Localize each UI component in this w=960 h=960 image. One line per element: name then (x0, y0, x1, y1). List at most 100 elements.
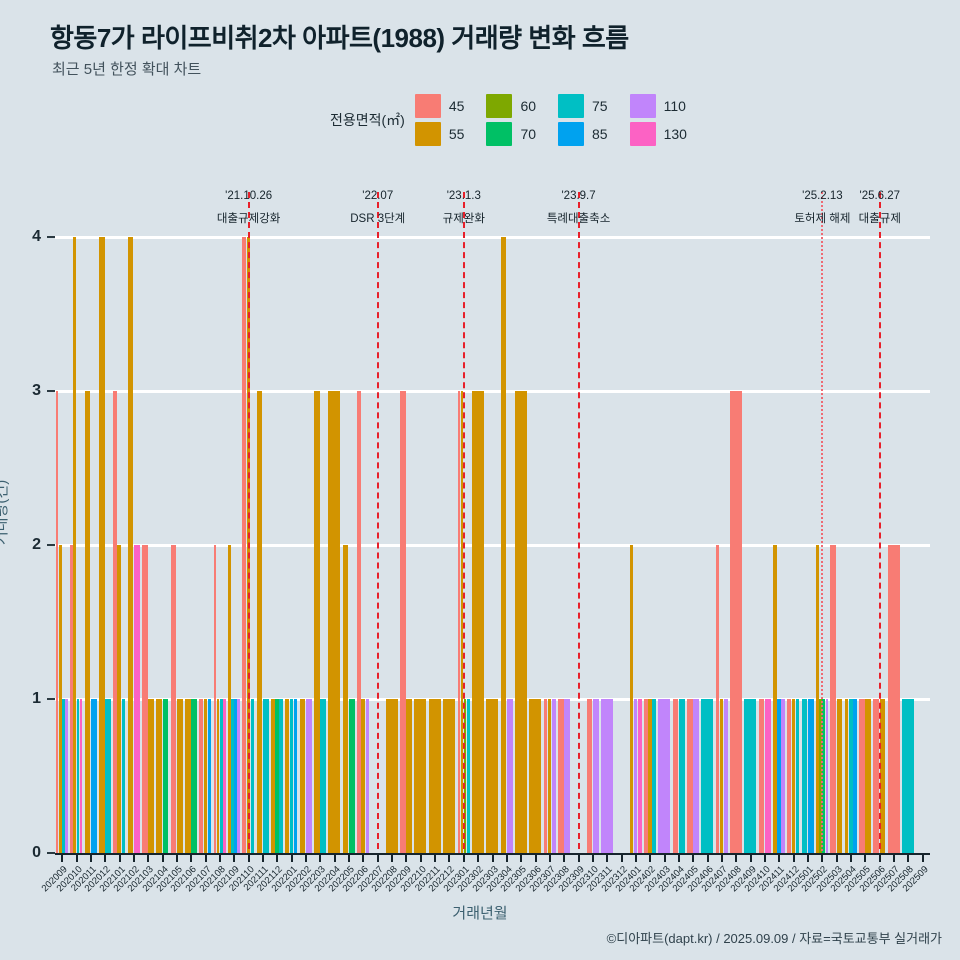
chart-bar[interactable] (443, 699, 456, 853)
legend-item[interactable]: 60 (486, 94, 536, 118)
legend-item[interactable]: 130 (629, 122, 687, 146)
chart-bar[interactable] (90, 699, 97, 853)
chart-bar[interactable] (113, 391, 117, 853)
chart-bar[interactable] (865, 699, 872, 853)
chart-bar[interactable] (887, 545, 900, 853)
chart-bar[interactable] (306, 699, 312, 853)
chart-bar[interactable] (648, 699, 652, 853)
chart-bar[interactable] (285, 699, 289, 853)
chart-bar[interactable] (279, 699, 284, 853)
chart-bar[interactable] (256, 391, 263, 853)
chart-bar[interactable] (117, 545, 122, 853)
chart-bar[interactable] (514, 391, 527, 853)
chart-bar[interactable] (600, 699, 613, 853)
chart-bar[interactable] (529, 699, 542, 853)
chart-bar[interactable] (262, 699, 269, 853)
chart-bar[interactable] (719, 699, 724, 853)
chart-bar[interactable] (486, 699, 499, 853)
legend-item[interactable]: 110 (629, 94, 687, 118)
chart-bar[interactable] (55, 391, 59, 853)
chart-bar[interactable] (289, 699, 294, 853)
chart-bar[interactable] (730, 391, 743, 853)
chart-bar[interactable] (223, 699, 226, 853)
chart-bar[interactable] (406, 699, 413, 853)
chart-bar[interactable] (564, 699, 570, 853)
chart-bar[interactable] (506, 699, 513, 853)
chart-bar[interactable] (219, 699, 223, 853)
chart-bar[interactable] (428, 699, 441, 853)
chart-bar[interactable] (816, 545, 819, 853)
chart-bar[interactable] (234, 699, 237, 853)
chart-bar[interactable] (672, 699, 679, 853)
chart-bar[interactable] (184, 699, 191, 853)
chart-bar[interactable] (59, 545, 62, 853)
chart-bar[interactable] (328, 391, 341, 853)
chart-bar[interactable] (724, 699, 728, 853)
chart-bar[interactable] (787, 699, 791, 853)
chart-bar[interactable] (361, 699, 365, 853)
chart-bar[interactable] (693, 699, 700, 853)
chart-bar[interactable] (791, 699, 796, 853)
chart-bar[interactable] (314, 391, 320, 853)
chart-bar[interactable] (859, 699, 865, 853)
chart-bar[interactable] (293, 699, 298, 853)
chart-bar[interactable] (70, 545, 73, 853)
chart-bar[interactable] (758, 699, 765, 853)
chart-bar[interactable] (466, 699, 470, 853)
chart-bar[interactable] (385, 699, 398, 853)
chart-bar[interactable] (76, 699, 80, 853)
chart-bar[interactable] (658, 699, 671, 853)
chart-bar[interactable] (156, 699, 162, 853)
chart-bar[interactable] (342, 545, 349, 853)
chart-bar[interactable] (148, 699, 154, 853)
chart-bar[interactable] (715, 545, 720, 853)
chart-bar[interactable] (65, 699, 68, 853)
chart-bar[interactable] (873, 699, 880, 853)
chart-bar[interactable] (629, 545, 634, 853)
chart-bar[interactable] (836, 699, 843, 853)
chart-bar[interactable] (400, 391, 406, 853)
chart-bar[interactable] (463, 699, 467, 853)
chart-bar[interactable] (213, 545, 217, 853)
chart-bar[interactable] (801, 699, 808, 853)
chart-bar[interactable] (176, 699, 183, 853)
chart-bar[interactable] (199, 699, 203, 853)
legend-item[interactable]: 55 (414, 122, 464, 146)
chart-bar[interactable] (460, 391, 464, 853)
chart-bar[interactable] (652, 699, 656, 853)
chart-bar[interactable] (98, 237, 105, 853)
legend-item[interactable]: 45 (414, 94, 464, 118)
chart-bar[interactable] (227, 545, 231, 853)
chart-bar[interactable] (320, 699, 327, 853)
chart-bar[interactable] (795, 699, 800, 853)
chart-bar[interactable] (822, 699, 825, 853)
chart-bar[interactable] (105, 699, 111, 853)
chart-bar[interactable] (638, 699, 642, 853)
chart-bar[interactable] (825, 699, 829, 853)
chart-bar[interactable] (242, 237, 246, 853)
chart-bar[interactable] (216, 699, 220, 853)
chart-bar[interactable] (162, 699, 169, 853)
legend-item[interactable]: 70 (486, 122, 536, 146)
chart-bar[interactable] (84, 391, 91, 853)
chart-bar[interactable] (191, 699, 197, 853)
chart-bar[interactable] (250, 699, 255, 853)
chart-bar[interactable] (781, 699, 786, 853)
chart-bar[interactable] (79, 699, 83, 853)
chart-bar[interactable] (500, 237, 507, 853)
chart-bar[interactable] (414, 699, 427, 853)
chart-bar[interactable] (557, 699, 564, 853)
chart-bar[interactable] (127, 237, 134, 853)
chart-bar[interactable] (777, 699, 781, 853)
chart-bar[interactable] (275, 699, 279, 853)
chart-bar[interactable] (765, 699, 771, 853)
chart-bar[interactable] (471, 391, 484, 853)
chart-bar[interactable] (237, 699, 240, 853)
chart-bar[interactable] (678, 699, 685, 853)
chart-bar[interactable] (207, 699, 212, 853)
chart-bar[interactable] (744, 699, 757, 853)
chart-bar[interactable] (349, 699, 355, 853)
chart-bar[interactable] (643, 699, 648, 853)
chart-bar[interactable] (844, 699, 849, 853)
chart-bar[interactable] (830, 545, 837, 853)
